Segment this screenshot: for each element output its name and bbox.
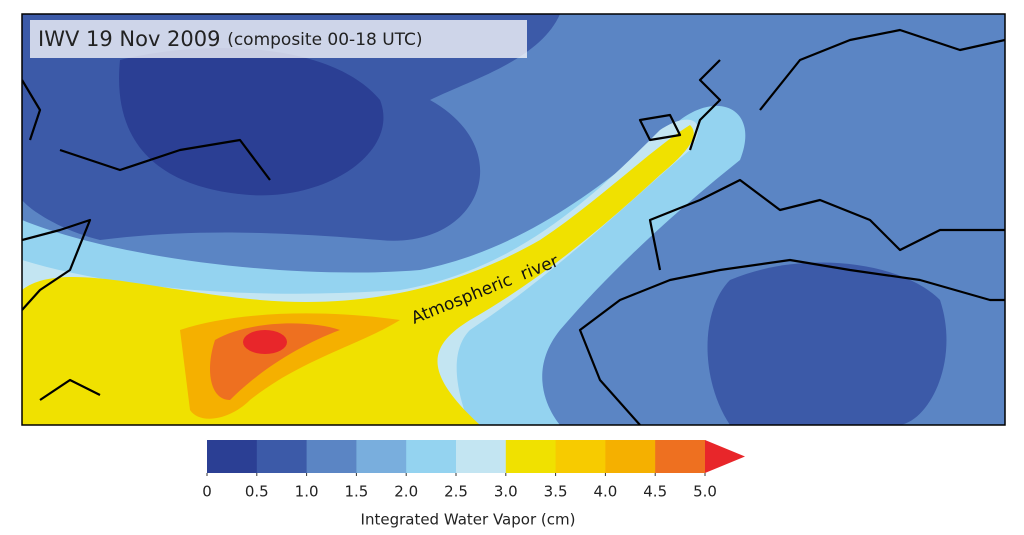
colorbar-tick-label: 2.0 bbox=[394, 483, 418, 501]
colorbar-swatch bbox=[555, 440, 606, 473]
colorbar-tick-label: 0 bbox=[202, 483, 212, 501]
colorbar-tick-label: 0.5 bbox=[245, 483, 269, 501]
colorbar-tick-label: 1.0 bbox=[295, 483, 319, 501]
colorbar-tick-label: 3.0 bbox=[494, 483, 518, 501]
colorbar-swatch bbox=[406, 440, 457, 473]
map-frame bbox=[21, 13, 1006, 426]
colorbar-tick-label: 4.5 bbox=[643, 483, 667, 501]
colorbar-tick-label: 1.5 bbox=[344, 483, 368, 501]
colorbar-swatch bbox=[306, 440, 357, 473]
colorbar-arrow bbox=[705, 440, 745, 473]
colorbar: 0 0.5 1.0 1.5 2.0 2.5 3.0 3.5 4.0 4.5 5.0 Integrate… bbox=[202, 440, 745, 529]
colorbar-swatch bbox=[456, 440, 507, 473]
coastline bbox=[578, 28, 1005, 425]
region bbox=[243, 330, 287, 354]
colorbar-swatch bbox=[505, 440, 557, 473]
map-title: IWV 19 Nov 2009 (composite 00-18 UTC) bbox=[38, 27, 423, 51]
colorbar-tick-label: 2.5 bbox=[444, 483, 468, 501]
title: IWV 19 Nov 2009 bbox=[38, 27, 221, 51]
title-box bbox=[30, 20, 527, 58]
region bbox=[119, 48, 384, 196]
colorbar-tick-label: 5.0 bbox=[693, 483, 717, 501]
coastline bbox=[22, 79, 271, 401]
colorbar-swatch bbox=[356, 440, 407, 473]
colorbar-label: Integrated Water Vapor (cm) bbox=[361, 511, 576, 529]
map bbox=[22, 14, 1005, 425]
colorbar-tick-label: 4.0 bbox=[593, 483, 617, 501]
region bbox=[707, 262, 947, 425]
colorbar-swatch bbox=[605, 440, 656, 473]
colorbar-swatch bbox=[207, 440, 258, 473]
region bbox=[210, 323, 340, 400]
colorbar-swatch bbox=[256, 440, 308, 473]
colorbar-swatch bbox=[655, 440, 706, 473]
subtitle: (composite 00-18 UTC) bbox=[227, 30, 422, 50]
colorbar-tick-label: 3.5 bbox=[544, 483, 568, 501]
